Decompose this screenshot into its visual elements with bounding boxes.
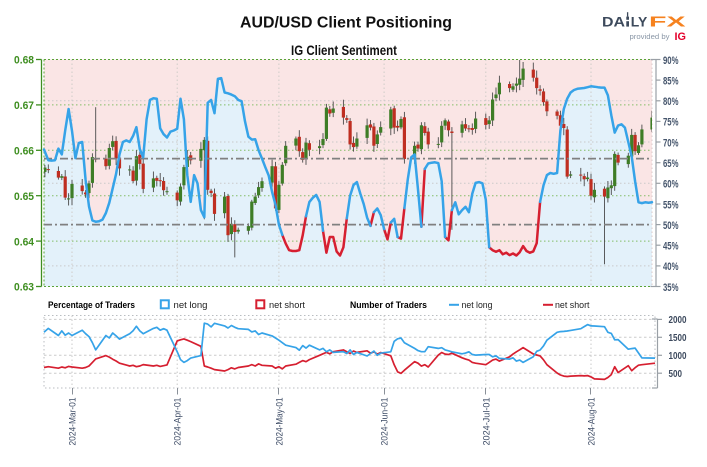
svg-text:90%: 90% [663,55,679,67]
svg-text:35%: 35% [663,282,679,294]
svg-text:2000: 2000 [669,315,687,326]
svg-text:Percentage of Traders: Percentage of Traders [48,300,135,311]
svg-text:80%: 80% [663,96,679,108]
svg-text:0.68: 0.68 [14,55,34,67]
svg-text:75%: 75% [663,117,679,129]
svg-text:net long: net long [462,300,493,311]
svg-text:60%: 60% [663,179,679,191]
svg-text:2024-Jul-01: 2024-Jul-01 [481,398,491,446]
svg-text:IG: IG [675,31,687,43]
svg-text:45%: 45% [663,241,679,253]
svg-text:net short: net short [269,300,305,311]
svg-text:2024-Mar-01: 2024-Mar-01 [68,398,78,446]
svg-text:2024-Apr-01: 2024-Apr-01 [173,398,183,446]
svg-text:net long: net long [174,300,208,311]
svg-text:0.63: 0.63 [14,282,34,294]
svg-text:LY: LY [631,14,648,30]
svg-text:70%: 70% [663,137,679,149]
svg-text:2024-Aug-01: 2024-Aug-01 [587,398,597,446]
svg-text:1500: 1500 [669,333,687,344]
svg-text:85%: 85% [663,75,679,87]
svg-text:0.66: 0.66 [14,146,34,158]
svg-text:55%: 55% [663,199,679,211]
svg-text:50%: 50% [663,220,679,232]
svg-text:FX: FX [649,14,686,31]
svg-text:AUD/USD Client Positioning: AUD/USD Client Positioning [240,15,452,32]
svg-text:500: 500 [669,369,683,380]
svg-text:DA: DA [602,14,625,30]
svg-text:IG Client Sentiment: IG Client Sentiment [291,43,397,58]
svg-text:0.64: 0.64 [14,236,35,248]
svg-text:40%: 40% [663,261,679,273]
svg-text:65%: 65% [663,158,679,170]
svg-text:provided by: provided by [630,34,671,41]
svg-text:0.65: 0.65 [14,191,34,203]
svg-text:Number of Traders: Number of Traders [350,300,427,311]
svg-text:2024-Jun-01: 2024-Jun-01 [380,398,390,446]
svg-text:net short: net short [555,300,590,311]
svg-text:0.67: 0.67 [14,100,34,112]
svg-text:1000: 1000 [669,351,687,362]
svg-text:2024-May-01: 2024-May-01 [274,398,284,446]
